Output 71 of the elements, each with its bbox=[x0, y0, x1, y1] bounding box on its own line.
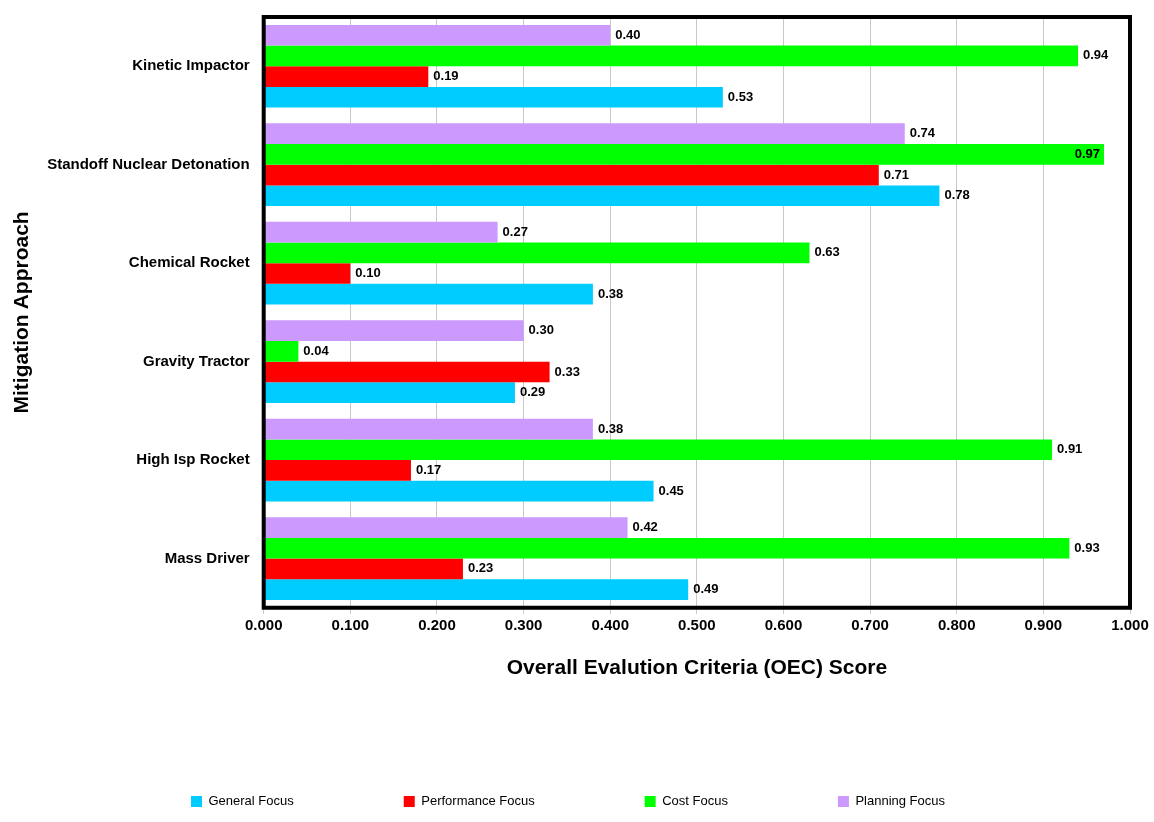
data-label: 0.97 bbox=[1074, 145, 1101, 161]
bar bbox=[264, 517, 628, 538]
x-tick-label: 0.900 bbox=[1024, 615, 1063, 633]
data-label: 0.40 bbox=[615, 26, 641, 42]
x-tick-label: 1.000 bbox=[1111, 615, 1149, 633]
y-tick-label: Kinetic Impactor bbox=[132, 56, 250, 74]
legend-label: Planning Focus bbox=[855, 793, 946, 809]
data-label: 0.33 bbox=[554, 363, 580, 379]
x-tick-label: 0.100 bbox=[331, 615, 370, 633]
data-label: 0.19 bbox=[433, 68, 459, 84]
bar bbox=[264, 45, 1079, 67]
y-tick-label: Gravity Tractor bbox=[142, 351, 250, 369]
bar bbox=[264, 340, 299, 362]
x-tick-label: 0.000 bbox=[244, 615, 283, 633]
data-label: 0.27 bbox=[502, 223, 528, 239]
bar bbox=[264, 283, 593, 305]
y-tick-label: Chemical Rocket bbox=[128, 253, 250, 271]
data-label: 0.91 bbox=[1057, 441, 1083, 457]
data-label: 0.38 bbox=[597, 285, 624, 301]
x-axis-title: Overall Evalution Criteria (OEC) Score bbox=[506, 655, 888, 679]
bar bbox=[264, 460, 411, 481]
bar bbox=[264, 221, 498, 243]
data-label: 0.78 bbox=[944, 187, 970, 203]
x-tick-label: 0.200 bbox=[418, 615, 456, 633]
data-label: 0.17 bbox=[415, 462, 442, 478]
bar bbox=[264, 579, 689, 600]
data-label: 0.45 bbox=[658, 482, 684, 498]
legend-label: Cost Focus bbox=[662, 793, 729, 809]
data-label: 0.42 bbox=[632, 519, 658, 535]
data-label: 0.04 bbox=[303, 342, 330, 358]
bar bbox=[264, 66, 429, 87]
y-tick-label: High Isp Rocket bbox=[136, 450, 250, 468]
data-label: 0.49 bbox=[693, 581, 719, 597]
data-label: 0.29 bbox=[519, 384, 546, 400]
legend-label: General Focus bbox=[208, 793, 295, 809]
bar bbox=[264, 86, 723, 108]
bar bbox=[264, 185, 940, 207]
x-tick-label: 0.400 bbox=[591, 615, 629, 633]
bar bbox=[264, 382, 515, 403]
data-label: 0.71 bbox=[883, 166, 910, 182]
bar bbox=[264, 263, 351, 284]
bar bbox=[264, 242, 810, 264]
x-tick-label: 0.800 bbox=[937, 615, 976, 633]
data-label: 0.23 bbox=[467, 560, 494, 576]
bar bbox=[264, 361, 550, 383]
bar bbox=[264, 24, 611, 46]
data-label: 0.30 bbox=[528, 322, 554, 338]
data-label: 0.53 bbox=[727, 88, 754, 104]
bar bbox=[264, 558, 463, 580]
y-axis-title: Mitigation Approach bbox=[9, 211, 33, 414]
bar bbox=[264, 480, 654, 502]
y-tick-label: Standoff Nuclear Detonation bbox=[47, 154, 250, 172]
bar bbox=[264, 418, 593, 440]
legend-label: Performance Focus bbox=[421, 793, 536, 809]
bar bbox=[264, 439, 1053, 461]
y-tick-label: Mass Driver bbox=[164, 548, 250, 566]
data-label: 0.93 bbox=[1074, 539, 1100, 555]
x-tick-label: 0.500 bbox=[678, 615, 716, 633]
bar bbox=[264, 123, 905, 145]
data-label: 0.63 bbox=[814, 244, 840, 260]
data-label: 0.38 bbox=[597, 420, 624, 436]
bar bbox=[264, 320, 524, 341]
bar bbox=[264, 537, 1070, 559]
data-label: 0.94 bbox=[1083, 47, 1110, 63]
x-tick-label: 0.600 bbox=[764, 615, 803, 633]
data-label: 0.74 bbox=[909, 125, 936, 141]
bar bbox=[264, 144, 1105, 165]
bar bbox=[264, 164, 879, 186]
data-label: 0.10 bbox=[355, 265, 381, 281]
x-tick-label: 0.700 bbox=[851, 615, 889, 633]
x-tick-label: 0.300 bbox=[504, 615, 543, 633]
